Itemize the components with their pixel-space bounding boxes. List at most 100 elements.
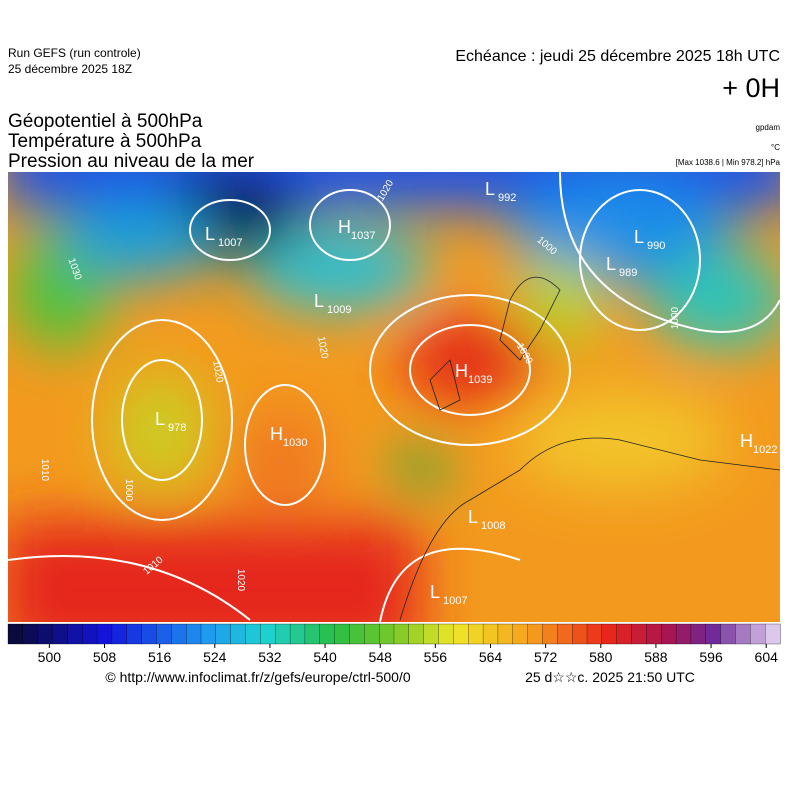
colorbar-swatch <box>675 623 692 645</box>
colorbar-swatch <box>497 623 514 645</box>
center-value: 1039 <box>468 374 492 386</box>
center-letter: H <box>270 424 283 444</box>
extremes: [Max 1038.6 | Min 978.2] hPa <box>676 158 781 167</box>
valid-time: Echéance : jeudi 25 décembre 2025 18h UT… <box>455 48 780 65</box>
center-letter: L <box>468 507 478 527</box>
colorbar-swatch <box>468 623 484 645</box>
colorbar-swatch <box>557 623 573 645</box>
colorbar-swatch <box>750 623 766 645</box>
colorbar-swatch <box>186 623 202 645</box>
colorbar-swatch <box>67 623 83 645</box>
isobar-label: 1020 <box>315 336 330 360</box>
colorbar-swatch <box>334 623 351 645</box>
isobar-label: 1020 <box>235 569 246 592</box>
colorbar-swatch <box>215 623 232 645</box>
colorbar-swatch <box>646 623 662 645</box>
field-line: Géopotentiel à 500hPa <box>8 111 203 132</box>
colorbar-swatch <box>408 623 425 645</box>
colorbar-swatch <box>765 623 781 645</box>
isobar-label: 1000 <box>670 306 681 329</box>
colorbar-swatch <box>453 623 469 645</box>
center-value: 1008 <box>481 520 505 532</box>
colorbar-swatch <box>705 623 722 645</box>
colorbar-swatch <box>586 623 603 645</box>
colorbar-swatch <box>601 623 618 645</box>
colorbar-swatch <box>171 623 187 645</box>
center-value: 1007 <box>218 237 242 249</box>
colorbar-swatch <box>690 623 707 645</box>
colorbar-swatch <box>96 623 113 645</box>
colorbar-tick-label: 572 <box>534 649 558 665</box>
colorbar-swatch <box>230 623 247 645</box>
colorbar-tick-label: 516 <box>148 649 172 665</box>
colorbar-swatch <box>379 623 395 645</box>
center-value: 1009 <box>327 304 351 316</box>
isobar-label: 1020 <box>210 360 225 384</box>
colorbar-swatch <box>319 623 336 645</box>
colorbar-swatch <box>527 623 544 645</box>
isobar-label: 1000 <box>123 479 134 502</box>
field-line: Température à 500hPa <box>8 131 202 152</box>
source: © http://www.infoclimat.fr/z/gefs/europe… <box>105 669 410 685</box>
colorbar-tick-label: 524 <box>203 649 227 665</box>
colorbar-swatch <box>82 623 98 645</box>
colorbar-swatch <box>200 623 217 645</box>
colorbar-tick-label: 604 <box>755 649 779 665</box>
colorbar-swatch <box>631 623 648 645</box>
center-letter: H <box>455 361 468 381</box>
center-letter: L <box>205 224 215 244</box>
colorbar-swatch <box>275 623 291 645</box>
isobar-label: 1010 <box>39 459 50 482</box>
unit: °C <box>771 143 780 152</box>
colorbar-tick-label: 580 <box>589 649 613 665</box>
center-letter: L <box>485 179 495 199</box>
center-value: 1007 <box>443 595 467 607</box>
center-value: 978 <box>168 422 186 434</box>
center-value: 990 <box>647 240 665 252</box>
colorbar-swatch <box>438 623 455 645</box>
center-letter: H <box>740 431 753 451</box>
field-line: Pression au niveau de la mer <box>8 151 255 172</box>
colorbar-swatch <box>423 623 440 645</box>
colorbar-tick-label: 500 <box>38 649 62 665</box>
colorbar-swatch <box>7 623 24 645</box>
colorbar-swatch <box>52 623 69 645</box>
colorbar-tick-label: 508 <box>93 649 117 665</box>
colorbar-swatch <box>542 623 558 645</box>
colorbar-tick-label: 556 <box>424 649 448 665</box>
center-value: 1030 <box>283 437 307 449</box>
colorbar-swatch <box>245 623 262 645</box>
colorbar-swatch <box>512 623 529 645</box>
colorbar-swatch <box>289 623 306 645</box>
run-date: 25 décembre 2025 18Z <box>8 62 132 76</box>
colorbar-swatch <box>735 623 751 645</box>
center-letter: H <box>338 217 351 237</box>
center-value: 989 <box>619 267 637 279</box>
center-letter: L <box>430 582 440 602</box>
colorbar-swatch <box>393 623 410 645</box>
center-value: 1022 <box>753 444 777 456</box>
colorbar: 500 508 516 524 532 540 548 556 564 572 580 588 596 6… <box>7 623 781 665</box>
colorbar-swatch <box>126 623 143 645</box>
center-letter: L <box>634 227 644 247</box>
colorbar-swatch <box>661 623 677 645</box>
colorbar-swatch <box>364 623 380 645</box>
colorbar-tick-label: 588 <box>644 649 668 665</box>
timestamp: 25 d☆☆c. 2025 21:50 UTC <box>525 669 695 685</box>
colorbar-swatch <box>616 623 633 645</box>
center-letter: L <box>314 291 324 311</box>
center-letter: L <box>606 254 616 274</box>
run-name: Run GEFS (run controle) <box>8 46 141 60</box>
colorbar-swatch <box>572 623 588 645</box>
colorbar-tick-label: 540 <box>313 649 337 665</box>
colorbar-swatch <box>260 623 276 645</box>
colorbar-swatch <box>22 623 39 645</box>
colorbar-swatch <box>111 623 128 645</box>
colorbar-tick-label: 564 <box>479 649 503 665</box>
center-value: 992 <box>498 192 516 204</box>
colorbar-swatch <box>156 623 172 645</box>
center-value: 1037 <box>351 230 375 242</box>
colorbar-swatch <box>141 623 158 645</box>
